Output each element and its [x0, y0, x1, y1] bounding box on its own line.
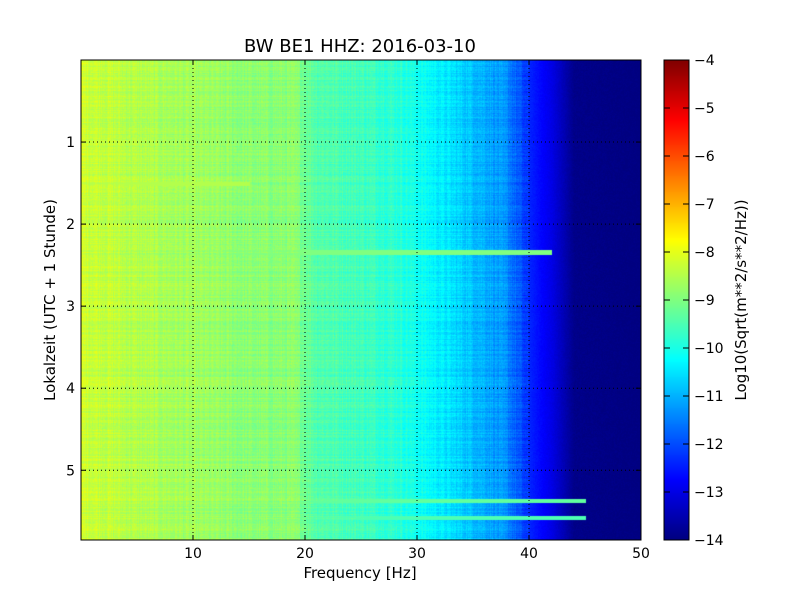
x-tick-label: 10: [184, 546, 202, 562]
x-axis-label: Frequency [Hz]: [303, 564, 416, 582]
colorbar-tick-label: −6: [694, 149, 715, 165]
y-tick-label: 3: [66, 299, 75, 315]
colorbar-tick-label: −13: [694, 485, 724, 501]
colorbar-ticks: −4 −5 −6 −7 −8 −9 −10 −11 −12 −13 −14: [664, 53, 724, 549]
colorbar-tick-label: −8: [694, 245, 715, 261]
spectrogram-image: [81, 60, 641, 540]
colorbar-tick-label: −7: [694, 197, 715, 213]
x-tick-label: 30: [408, 546, 426, 562]
colorbar: −4 −5 −6 −7 −8 −9 −10 −11 −12 −13 −14 Log10(Sqrt(m…: [663, 53, 750, 549]
colorbar-label: Log10(Sqrt(m**2/s**2/Hz)): [732, 199, 750, 400]
x-axis: 10 20 30 40 50: [184, 60, 650, 562]
grid-lines: [81, 60, 641, 540]
y-tick-label: 5: [66, 463, 75, 479]
y-tick-label: 2: [66, 217, 75, 233]
y-tick-label: 1: [66, 135, 75, 151]
colorbar-tick-label: −5: [694, 101, 715, 117]
x-tick-label: 20: [296, 546, 314, 562]
colorbar-tick-label: −9: [694, 293, 715, 309]
colorbar-tick-label: −4: [694, 53, 715, 69]
x-tick-label: 40: [520, 546, 538, 562]
plot-frame: [80, 59, 642, 541]
y-axis: 1 2 3 4 5: [66, 135, 641, 479]
colorbar-tick-label: −11: [694, 389, 724, 405]
colorbar-tick-label: −10: [694, 341, 724, 357]
y-tick-label: 4: [66, 381, 75, 397]
colorbar-tick-label: −14: [694, 533, 724, 549]
y-axis-label: Lokalzeit (UTC + 1 Stunde): [41, 199, 59, 401]
chart-title: BW BE1 HHZ: 2016-03-10: [244, 36, 476, 57]
colorbar-tick-label: −12: [694, 437, 724, 453]
x-tick-label: 50: [632, 546, 650, 562]
